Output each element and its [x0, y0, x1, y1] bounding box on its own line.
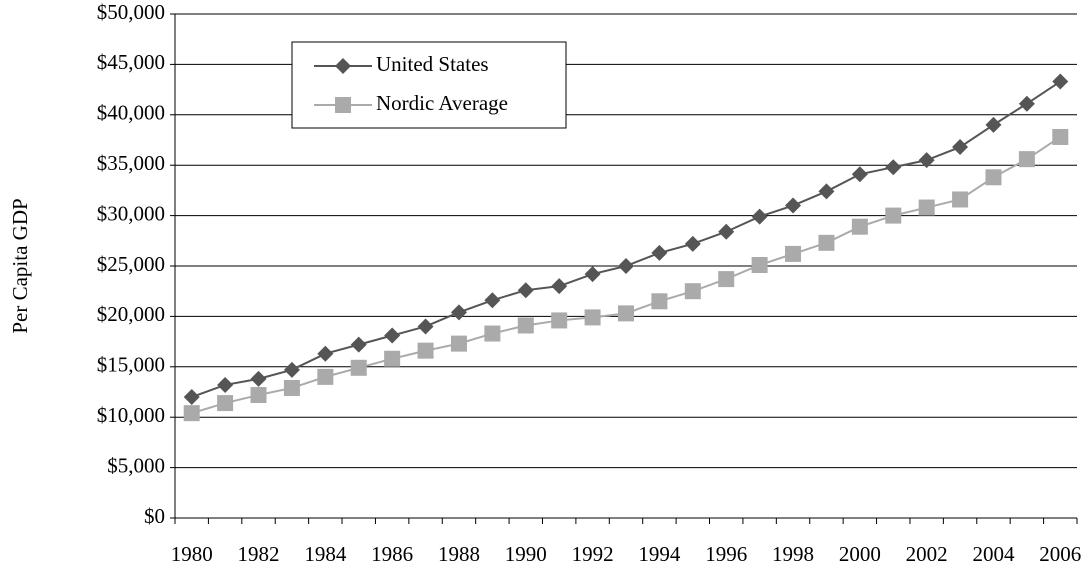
x-tick-label: 1996 — [705, 542, 747, 566]
legend-label: Nordic Average — [376, 91, 508, 115]
marker — [350, 359, 367, 376]
marker — [183, 405, 200, 422]
x-tick-label: 1986 — [371, 542, 413, 566]
x-tick-label: 2006 — [1039, 542, 1081, 566]
marker — [283, 379, 300, 396]
x-tick-label: 2002 — [906, 542, 948, 566]
marker — [335, 97, 351, 113]
y-tick-label: $45,000 — [97, 50, 165, 74]
y-tick-label: $0 — [144, 504, 165, 528]
marker — [584, 309, 601, 326]
y-tick-label: $40,000 — [97, 101, 165, 125]
legend-box — [291, 41, 567, 129]
y-tick-label: $5,000 — [107, 453, 165, 477]
y-tick-label: $20,000 — [97, 302, 165, 326]
y-tick-label: $50,000 — [97, 0, 165, 24]
x-tick-label: 1988 — [438, 542, 480, 566]
marker — [250, 370, 267, 387]
marker — [417, 342, 434, 359]
marker — [618, 258, 634, 274]
x-tick-label: 2004 — [972, 542, 1015, 566]
marker — [217, 395, 234, 412]
marker — [350, 336, 367, 353]
marker — [317, 345, 334, 362]
marker — [517, 317, 534, 334]
marker — [985, 116, 1002, 133]
marker — [851, 218, 868, 235]
marker — [217, 376, 234, 393]
x-tick-label: 1992 — [572, 542, 614, 566]
x-tick-label: 1994 — [638, 542, 681, 566]
y-tick-label: $10,000 — [97, 403, 165, 427]
x-tick-label: 1998 — [772, 542, 814, 566]
y-tick-label: $30,000 — [97, 201, 165, 225]
marker — [335, 58, 351, 74]
marker — [1052, 128, 1069, 145]
marker — [1018, 95, 1035, 112]
marker — [317, 368, 334, 385]
marker — [651, 293, 668, 310]
marker — [417, 318, 434, 335]
marker — [785, 245, 802, 262]
marker — [952, 139, 969, 156]
marker — [885, 207, 902, 224]
marker — [484, 325, 501, 342]
x-tick-label: 1990 — [505, 542, 547, 566]
y-tick-label: $15,000 — [97, 353, 165, 377]
marker — [384, 350, 401, 367]
marker — [684, 283, 701, 300]
x-tick-label: 1984 — [304, 542, 347, 566]
marker — [584, 266, 601, 283]
marker — [250, 387, 267, 404]
marker — [283, 361, 300, 378]
marker — [618, 305, 634, 322]
marker — [918, 152, 935, 169]
marker — [551, 278, 568, 295]
marker — [684, 235, 701, 252]
marker — [718, 271, 735, 288]
x-tick-label: 2000 — [839, 542, 881, 566]
x-tick-label: 1982 — [238, 542, 280, 566]
marker — [985, 169, 1002, 186]
marker — [384, 327, 401, 344]
marker — [751, 208, 768, 225]
marker — [551, 312, 568, 329]
marker — [1052, 73, 1069, 90]
marker — [851, 166, 868, 183]
marker — [450, 335, 467, 352]
y-axis-title: Per Capita GDP — [8, 198, 32, 333]
marker — [1018, 151, 1035, 168]
marker — [751, 256, 768, 273]
marker — [718, 223, 735, 240]
marker — [952, 191, 969, 208]
marker — [818, 234, 835, 251]
marker — [818, 183, 835, 200]
marker — [517, 282, 534, 299]
y-tick-label: $35,000 — [97, 151, 165, 175]
marker — [450, 304, 467, 321]
marker — [183, 389, 200, 406]
x-tick-label: 1980 — [171, 542, 213, 566]
marker — [484, 292, 501, 309]
marker — [785, 197, 802, 214]
legend-label: United States — [376, 52, 489, 76]
y-tick-label: $25,000 — [97, 252, 165, 276]
marker — [651, 244, 668, 261]
marker — [918, 199, 935, 216]
marker — [885, 159, 902, 176]
